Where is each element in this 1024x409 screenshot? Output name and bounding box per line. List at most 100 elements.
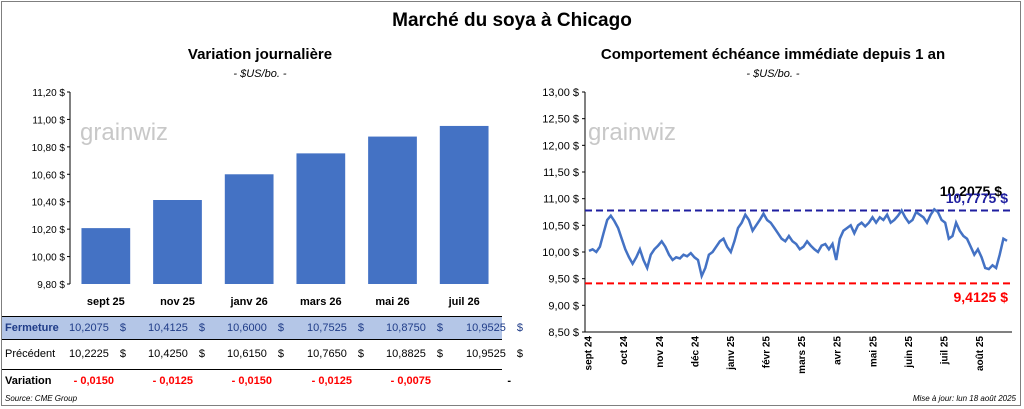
bar [296, 153, 346, 284]
cell-currency: $ [195, 348, 205, 360]
table-cell: 10,7650 $ [292, 348, 364, 360]
max-price-label: 10,7775 $ [946, 190, 1008, 206]
x-tick-label: oct 24 [619, 336, 630, 365]
table-cell: - [451, 375, 511, 387]
table-cell: 10,9525 $ [451, 348, 523, 360]
source-note: Source: CME Group [5, 394, 78, 403]
cell-value: - 0,0150 [231, 375, 272, 387]
x-tick-label: janv 25 [726, 336, 737, 371]
table-cell: 10,4250 $ [133, 348, 205, 360]
cell-value: - [507, 375, 511, 387]
table-cell: 10,8825 $ [371, 348, 443, 360]
y-tick-label: 10,40 $ [32, 198, 66, 209]
watermark-logo: grainwiz [80, 119, 168, 146]
cell-value: 10,6150 [227, 348, 267, 360]
y-tick-label: 11,50 $ [543, 167, 579, 179]
x-tick-label: avr 25 [833, 336, 844, 365]
x-tick-label: nov 24 [655, 336, 666, 368]
cell-currency: $ [116, 348, 126, 360]
watermark-text: grainwiz [80, 119, 168, 146]
x-tick-label: sept 25 [87, 296, 125, 308]
x-tick-label: juil 25 [939, 336, 950, 366]
table-cell: 10,6150 $ [212, 348, 284, 360]
bar [439, 125, 489, 284]
left-chart-unit: - $US/bo. - [233, 68, 287, 80]
y-tick-label: 11,00 $ [543, 194, 579, 206]
cell-currency: $ [354, 322, 364, 334]
main-title: Marché du soya à Chicago [392, 10, 632, 31]
cell-value: 10,7650 [307, 348, 347, 360]
bar [153, 200, 202, 284]
cell-value: 10,9525 [466, 348, 506, 360]
table-row: Variation - 0,0150 - 0,0125 - 0,0150 - 0,012… [2, 369, 511, 392]
bar [224, 174, 274, 284]
y-tick-label: 11,20 $ [32, 88, 65, 99]
table-cell: 10,8750 $ [371, 322, 443, 334]
row-label: Précédent [5, 348, 56, 360]
cell-value: 10,9525 [466, 322, 506, 334]
y-tick-label: 10,60 $ [32, 170, 66, 181]
update-note: Mise à jour: lun 18 août 2025 [912, 394, 1016, 403]
y-tick-label: 10,00 $ [32, 253, 66, 264]
y-tick-label: 9,00 $ [548, 300, 579, 312]
bar [368, 136, 417, 284]
left-chart-title: Variation journalière [187, 46, 333, 63]
y-tick-label: 13,00 $ [542, 87, 579, 99]
min-price-label: 9,4125 $ [954, 289, 1009, 305]
table-cell: - 0,0150 [212, 375, 272, 387]
price-line [588, 207, 1008, 280]
cell-value: 10,4250 [148, 348, 188, 360]
x-tick-label: sept 24 [584, 336, 595, 371]
cell-value: 10,8750 [386, 322, 426, 334]
table-cell: 10,2225 $ [54, 348, 126, 360]
y-tick-label: 10,00 $ [542, 247, 579, 259]
cell-value: 10,2075 [69, 322, 109, 334]
cell-currency: $ [274, 348, 284, 360]
x-tick-label: mars 25 [797, 336, 808, 374]
table-cell: - 0,0075 [371, 375, 431, 387]
table-cell: 10,2075 $ [54, 322, 126, 334]
x-tick-label: juil 26 [448, 296, 480, 308]
table-row: Précédent 10,2225 $10,4250 $10,6150 $10,7… [2, 343, 523, 365]
cell-value: 10,8825 [386, 348, 426, 360]
x-tick-label: déc 24 [690, 336, 701, 368]
x-tick-label: nov 25 [160, 296, 195, 308]
x-tick-label: févr 25 [762, 336, 773, 369]
cell-value: 10,4125 [148, 322, 188, 334]
table-cell: - 0,0150 [54, 375, 114, 387]
cell-currency: $ [195, 322, 205, 334]
table-cell: 10,7525 $ [292, 322, 364, 334]
cell-currency: $ [354, 348, 364, 360]
cell-currency: $ [116, 322, 126, 334]
x-tick-label: juin 25 [904, 336, 915, 369]
x-tick-label: mai 26 [375, 296, 409, 308]
cell-currency: $ [433, 322, 443, 334]
table-cell: 10,4125 $ [133, 322, 205, 334]
x-tick-label: janv 26 [230, 296, 268, 308]
y-tick-label: 11,00 $ [32, 115, 65, 126]
watermark-text-right: grainwiz [588, 119, 676, 146]
cell-value: - 0,0150 [73, 375, 114, 387]
cell-value: - 0,0075 [390, 375, 431, 387]
right-chart-title: Comportement échéance immédiate depuis 1… [600, 46, 946, 63]
row-label: Fermeture [5, 322, 59, 334]
table-cell: - 0,0125 [292, 375, 352, 387]
y-tick-label: 12,50 $ [542, 114, 579, 126]
y-tick-label: 8,50 $ [548, 327, 579, 339]
cell-value: - 0,0125 [311, 375, 352, 387]
right-chart-unit: - $US/bo. - [746, 68, 800, 80]
cell-value: - 0,0125 [152, 375, 193, 387]
row-label: Variation [5, 375, 52, 387]
cell-currency: $ [513, 348, 523, 360]
y-tick-label: 10,50 $ [542, 220, 579, 232]
last-price-label: 10,2075 $ [940, 183, 1002, 199]
y-tick-label: 12,00 $ [542, 140, 579, 152]
table-cell: 10,6000 $ [212, 322, 284, 334]
cell-currency: $ [513, 322, 523, 334]
table-row: Fermeture 10,2075 $10,4125 $10,6000 $10,7… [2, 316, 523, 340]
y-tick-label: 10,20 $ [32, 225, 66, 236]
x-tick-label: mai 25 [868, 336, 879, 368]
bar [81, 228, 131, 284]
